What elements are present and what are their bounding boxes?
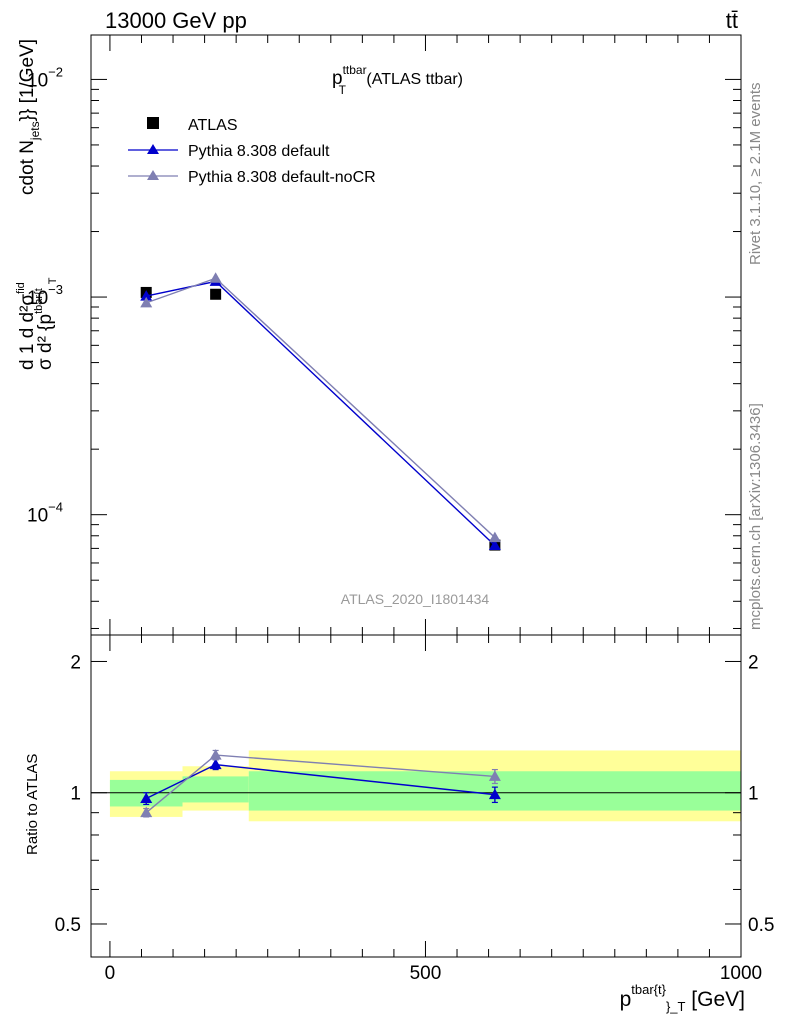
x-tick-label: 500 <box>410 963 442 984</box>
x-axis-label: ptbar{t}}_T [GeV] <box>620 982 745 1014</box>
ratio-y-tick-label-right: 2 <box>748 652 759 673</box>
ratio-y-tick-label-right: 0.5 <box>748 915 774 936</box>
legend-marker-pythia-default <box>147 144 159 154</box>
mcplots-label: mcplots.cern.ch [arXiv:1306.3436] <box>747 403 764 630</box>
rivet-version-label: Rivet 3.1.10, ≥ 2.1M events <box>747 83 764 266</box>
data-point-series-2 <box>140 296 153 308</box>
legend: ATLAS Pythia 8.308 default Pythia 8.308 … <box>128 117 376 186</box>
ratio-point-series-1 <box>209 749 222 760</box>
main-y-tick-label: 10−3 <box>27 282 63 309</box>
energy-label: 13000 GeV pp <box>105 8 247 33</box>
main-y-tick-label: 10−2 <box>27 64 63 91</box>
data-point-atlas <box>210 288 222 300</box>
ratio-y-axis-label: Ratio to ATLAS <box>24 754 41 855</box>
x-tick-label: 1000 <box>720 963 762 984</box>
data-point-series-2 <box>488 531 501 543</box>
ratio-y-tick-label-left: 2 <box>70 652 81 673</box>
ratio-point-series-0 <box>209 758 222 770</box>
main-y-tick-label: 10−4 <box>27 500 63 527</box>
legend-marker-pythia-nocr <box>147 170 159 180</box>
legend-label-atlas: ATLAS <box>188 117 238 134</box>
series-line-1 <box>146 280 496 546</box>
ratio-plot-frame <box>90 634 742 958</box>
ratio-y-tick-label-right: 1 <box>748 784 759 805</box>
series-line-2 <box>145 277 496 539</box>
svg-text:cdot Njets}} [1/GeV]: cdot Njets}} [1/GeV] <box>17 39 42 195</box>
main-plot-area: 10−4 10−3 10−2 <box>27 34 742 636</box>
analysis-id-label: ATLAS_2020_I1801434 <box>341 591 490 607</box>
ratio-point-series-1 <box>140 806 153 818</box>
x-tick-label: 0 <box>105 963 116 984</box>
ratio-point-series-0 <box>140 792 153 803</box>
data-point-series-1 <box>140 290 153 301</box>
legend-label-pythia-nocr: Pythia 8.308 default-noCR <box>188 169 376 186</box>
process-label: tt̄ <box>726 8 738 33</box>
data-point-series-2 <box>209 272 222 283</box>
uncertainty-band-green <box>182 776 249 803</box>
svg-text:d 1 d d²σfid: d 1 d d²σfid <box>15 282 38 370</box>
ratio-point-series-1 <box>488 770 501 781</box>
data-point-series-1 <box>488 539 501 550</box>
legend-marker-atlas <box>147 117 159 129</box>
ratio-y-tick-label-left: 1 <box>70 784 81 805</box>
main-plot-title: pttbar T (ATLAS ttbar) <box>332 63 463 97</box>
svg-text:σ d² {ptbar{tT: σ d² {ptbar{tT <box>33 277 59 370</box>
main-y-axis-label: d 1 d d²σfid σ d² {ptbar{tT cdot Njets}}… <box>15 39 59 370</box>
ratio-point-series-0 <box>488 788 501 800</box>
ratio-y-tick-label-left: 0.5 <box>55 915 81 936</box>
legend-label-pythia-default: Pythia 8.308 default <box>188 143 330 160</box>
ratio-plot-area: 0.5 0.5 1 1 2 2 0 500 1000 <box>55 634 774 984</box>
